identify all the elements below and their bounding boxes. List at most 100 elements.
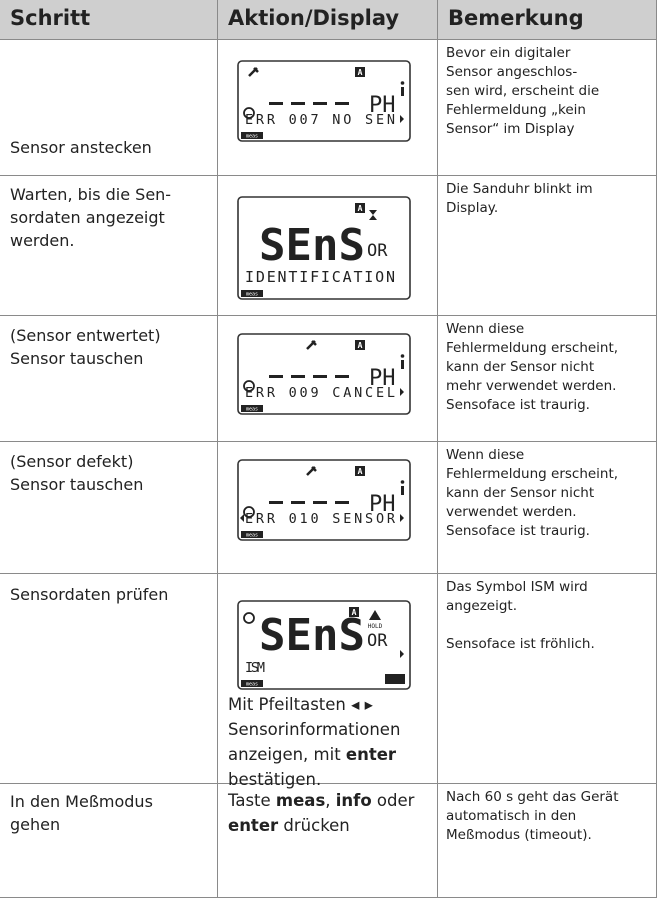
action-cell: A SEnS OR HOLD ISM meas Mit Pfeiltasten ◂ ▸ Sen… bbox=[218, 574, 438, 789]
lcd-frame bbox=[237, 600, 411, 690]
remark-text: Fehlermeldung erscheint, bbox=[446, 340, 619, 356]
action-text: anzeigen, mit bbox=[228, 745, 346, 764]
action-line: Mit Pfeiltasten ◂ ▸ bbox=[228, 692, 400, 717]
action-text: bestätigen. bbox=[228, 770, 322, 789]
step-cell: (Sensor entwertet) Sensor tauschen bbox=[0, 316, 218, 442]
annunciator bbox=[355, 67, 365, 77]
sensoface bbox=[243, 107, 255, 119]
remark-text: Nach 60 s geht das Gerät bbox=[446, 789, 619, 805]
action-text: info bbox=[335, 791, 372, 810]
remark-cell: Nach 60 s geht das Gerät automatisch in d… bbox=[438, 784, 657, 898]
arrow-right bbox=[400, 650, 404, 658]
action-text: , bbox=[325, 791, 336, 810]
remark-text: Display. bbox=[446, 200, 499, 216]
remark-cell: Bevor ein digitaler Sensor angeschlos-sen… bbox=[438, 40, 657, 176]
remark-text: Fehlermeldung erscheint, bbox=[446, 466, 619, 482]
action-text: drücken bbox=[278, 816, 350, 835]
lcd-frame bbox=[237, 333, 411, 415]
column-header: Aktion/Display bbox=[228, 6, 400, 30]
column-header: Bemerkung bbox=[448, 6, 584, 30]
meas-label: meas bbox=[246, 682, 258, 688]
arrow-right bbox=[400, 388, 404, 396]
remark-text: sen wird, erscheint die bbox=[446, 83, 600, 99]
meas-label: meas bbox=[246, 407, 258, 413]
segment-dash bbox=[291, 501, 305, 504]
remark-text: verwendet werden. bbox=[446, 504, 577, 520]
annunciator-label: A bbox=[352, 608, 357, 617]
action-line: Taste meas, info oder bbox=[228, 788, 414, 813]
step-cell: Sensordaten prüfen bbox=[0, 574, 218, 784]
action-cell: A PH ERR 009 CANCEL meas bbox=[218, 316, 438, 442]
lcd-frame bbox=[237, 196, 411, 300]
lcd-main: SEnS bbox=[259, 220, 365, 271]
info-icon bbox=[400, 354, 405, 358]
segment-dash bbox=[313, 375, 327, 378]
action-text: Mit Pfeiltasten ◂ ▸ bbox=[228, 695, 373, 714]
remark-text: Sensoface ist traurig. bbox=[446, 397, 590, 413]
action-text: enter bbox=[228, 816, 279, 835]
remark-text: Meßmodus (timeout). bbox=[446, 827, 592, 843]
arrow-left bbox=[240, 514, 244, 522]
arrow-right bbox=[400, 115, 404, 123]
lcd-text: ERR 010 SENSOR bbox=[245, 511, 396, 527]
annunciator bbox=[355, 466, 365, 476]
action-cell: A SEnS OR IDENTIFICATION meas bbox=[218, 176, 438, 316]
segment-dash bbox=[269, 501, 283, 504]
remark-text: kann der Sensor nicht bbox=[446, 485, 595, 501]
annunciator bbox=[355, 340, 365, 350]
lcd-display: A SEnS OR IDENTIFICATION meas bbox=[237, 196, 411, 300]
action-line: bestätigen. bbox=[228, 767, 400, 792]
lcd-frame bbox=[237, 459, 411, 541]
remark-text: mehr verwendet werden. bbox=[446, 378, 617, 394]
segment-dash bbox=[269, 102, 283, 105]
remark-cell: Das Symbol ISM wird angezeigt. Sensoface … bbox=[438, 574, 657, 784]
annunciator-label: A bbox=[358, 204, 363, 213]
remark-text: Sensor angeschlos- bbox=[446, 64, 578, 80]
sensoface bbox=[243, 380, 255, 392]
action-text: Taste bbox=[228, 791, 276, 810]
meas-key bbox=[241, 405, 263, 412]
annunciator bbox=[349, 607, 359, 617]
hold-icon bbox=[369, 610, 381, 620]
step-cell: In den Meßmodus gehen bbox=[0, 784, 218, 898]
meas-key bbox=[241, 132, 263, 139]
remark-text: Sensor“ im Display bbox=[446, 121, 575, 137]
remark-text: angezeigt. bbox=[446, 598, 518, 614]
info-icon bbox=[401, 87, 404, 96]
sensoface bbox=[243, 506, 255, 518]
meas-key bbox=[241, 531, 263, 538]
info-icon bbox=[400, 480, 405, 484]
meas-key bbox=[241, 290, 263, 297]
action-text: oder bbox=[371, 791, 415, 810]
action-cell: A PH ERR 007 NO SEN meas bbox=[218, 40, 438, 176]
segment-dash bbox=[291, 102, 305, 105]
meas-label: meas bbox=[246, 292, 258, 298]
step-text: werden. bbox=[10, 231, 75, 250]
hold-label: HOLD bbox=[368, 623, 383, 630]
header-cell: Aktion/Display bbox=[218, 0, 438, 40]
meas-key bbox=[241, 680, 263, 687]
lcd-small: OR bbox=[367, 241, 388, 261]
meas-label: meas bbox=[246, 533, 258, 539]
step-text: Sensor tauschen bbox=[10, 475, 144, 494]
action-line: enter drücken bbox=[228, 813, 414, 838]
action-cell: Taste meas, info oder enter drücken bbox=[218, 784, 438, 898]
action-cell: A PH ERR 010 SENSOR meas bbox=[218, 442, 438, 574]
remark-cell: Wenn diese Fehlermeldung erscheint, kann d… bbox=[438, 442, 657, 574]
sensoface bbox=[243, 612, 255, 624]
annunciator bbox=[355, 203, 365, 213]
step-cell: Warten, bis die Sen-sordaten angezeigt we… bbox=[0, 176, 218, 316]
action-line: Sensorinformationen bbox=[228, 717, 400, 742]
segment-dash bbox=[313, 102, 327, 105]
lcd-unit: PH bbox=[369, 492, 396, 517]
lcd-unit: PH bbox=[369, 366, 396, 391]
remark-text: Wenn diese bbox=[446, 321, 525, 337]
remark-text bbox=[446, 616, 648, 635]
enter-icon bbox=[385, 674, 405, 684]
action-line: anzeigen, mit enter bbox=[228, 742, 400, 767]
remark-cell: Wenn diese Fehlermeldung erscheint, kann d… bbox=[438, 316, 657, 442]
annunciator-label: A bbox=[358, 341, 363, 350]
step-text: gehen bbox=[10, 815, 61, 834]
